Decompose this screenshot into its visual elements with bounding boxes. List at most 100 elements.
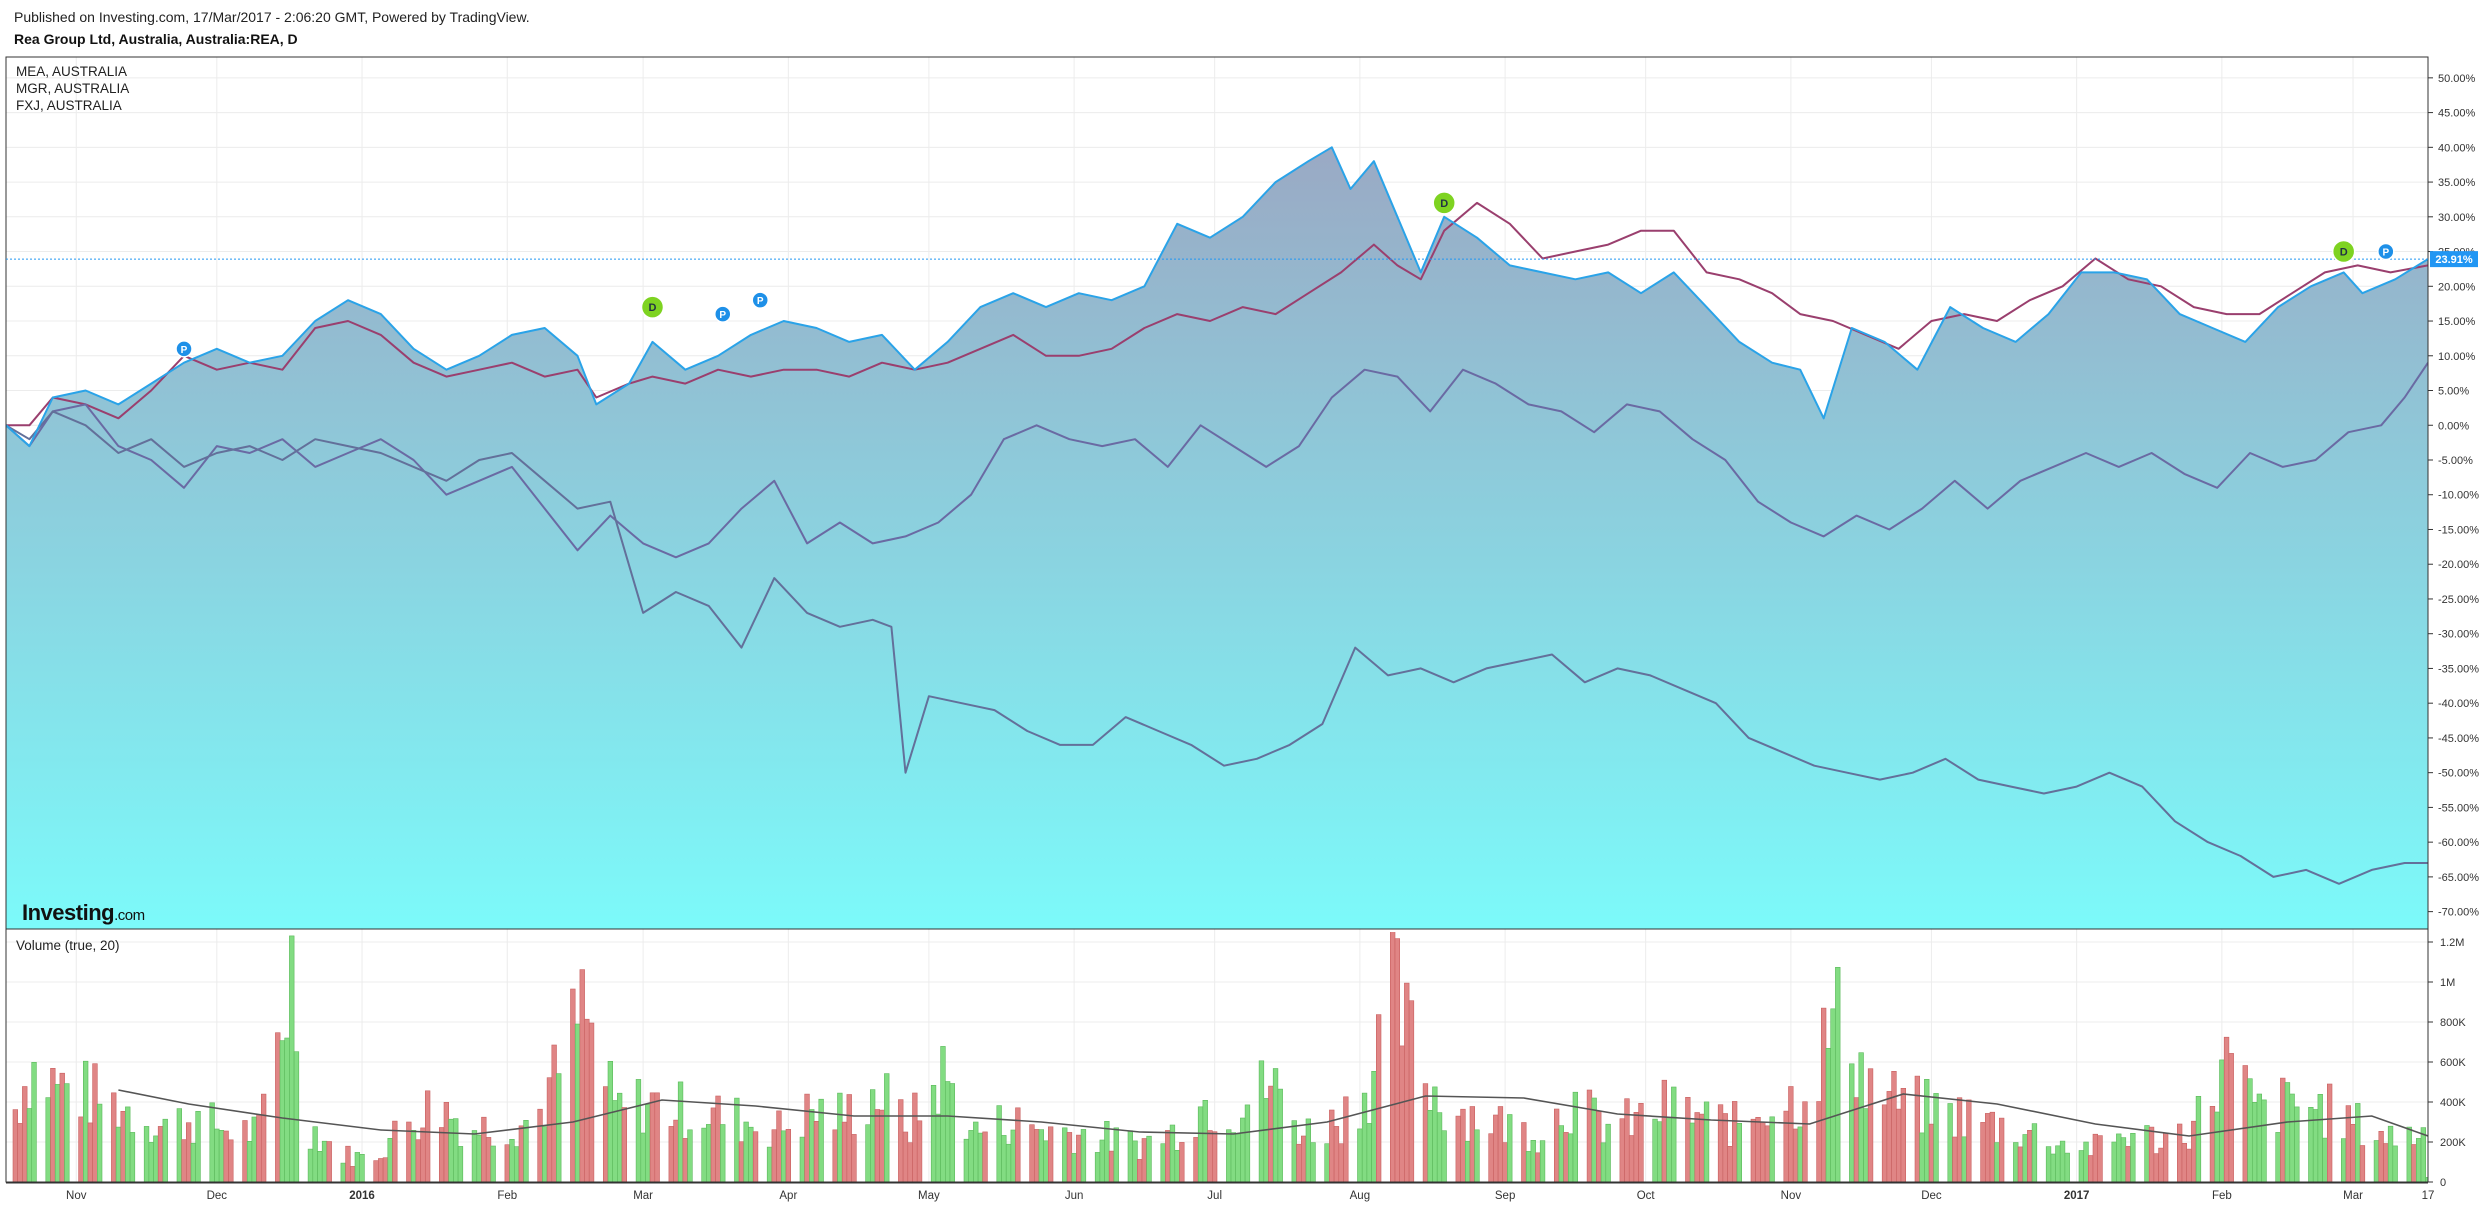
volume-bar xyxy=(157,1126,164,1182)
date-tick-label: Mar xyxy=(633,1190,653,1202)
volume-tick-label: 1.2M xyxy=(2440,937,2464,949)
volume-bar xyxy=(1835,966,1841,1182)
volume-bar xyxy=(1755,1117,1761,1182)
volume-bar xyxy=(1849,1063,1855,1182)
volume-bar xyxy=(153,1135,159,1182)
volume-bar xyxy=(616,1092,623,1182)
price-tick-label: 35.00% xyxy=(2438,177,2476,189)
volume-bar xyxy=(373,1160,379,1182)
volume-bar xyxy=(1160,1143,1166,1182)
volume-bar xyxy=(907,1142,913,1182)
volume-bar xyxy=(944,1081,951,1182)
volume-bar xyxy=(387,1138,393,1182)
price-tick-label: 10.00% xyxy=(2438,351,2476,363)
date-tick-label: Nov xyxy=(66,1190,87,1202)
volume-bar xyxy=(59,1072,65,1182)
series-area-rea xyxy=(6,147,2428,929)
price-tick-label: -45.00% xyxy=(2438,733,2479,745)
volume-bar xyxy=(2350,1124,2356,1182)
volume-bar xyxy=(1488,1133,1494,1182)
volume-bar xyxy=(209,1102,215,1182)
volume-bar xyxy=(349,1166,356,1182)
volume-bar xyxy=(2059,1140,2066,1182)
volume-bar xyxy=(513,1146,520,1182)
volume-bar xyxy=(930,1085,937,1182)
volume-bar xyxy=(1896,1108,1902,1182)
volume-bar xyxy=(1652,1118,1658,1182)
volume-bar xyxy=(1694,1112,1700,1182)
volume-bar xyxy=(326,1141,332,1182)
marker-label: P xyxy=(2383,248,2390,259)
volume-bar xyxy=(307,1148,314,1182)
volume-bar xyxy=(256,1114,262,1182)
price-tick-label: -10.00% xyxy=(2438,490,2479,502)
volume-bar xyxy=(1961,1136,1967,1182)
volume-bar xyxy=(1867,1068,1874,1182)
volume-bar xyxy=(92,1063,98,1182)
volume-bar xyxy=(1881,1104,1888,1182)
volume-bar xyxy=(2027,1130,2033,1182)
date-tick-label: Nov xyxy=(1781,1190,1802,1202)
axes: 50.00%45.00%40.00%35.00%30.00%25.00%20.0… xyxy=(5,56,2479,1202)
volume-bar xyxy=(2359,1145,2366,1182)
volume-bar xyxy=(410,1130,417,1182)
volume-bar xyxy=(1197,1106,1204,1182)
volume-bar xyxy=(1661,1079,1667,1182)
volume-bar xyxy=(1769,1116,1775,1182)
volume-bar xyxy=(1010,1129,1016,1182)
price-tick-label: -15.00% xyxy=(2438,524,2479,536)
volume-bar xyxy=(2209,1106,2216,1182)
volume-bar xyxy=(818,1098,824,1182)
volume-bar xyxy=(1244,1104,1251,1182)
date-tick-label: 2016 xyxy=(349,1190,375,1202)
volume-bar xyxy=(1338,1143,1344,1182)
volume-bar xyxy=(1399,1045,1405,1182)
volume-bar xyxy=(2275,1132,2281,1182)
volume-bar xyxy=(1465,1140,1471,1182)
volume-bar xyxy=(1015,1107,1021,1182)
date-tick-label: Jun xyxy=(1065,1190,1084,1202)
volume-bar xyxy=(2317,1094,2323,1182)
p-marker xyxy=(751,291,769,309)
volume-bar xyxy=(509,1139,515,1182)
volume-bar xyxy=(2177,1123,2183,1182)
volume-bar xyxy=(2055,1145,2061,1182)
volume-bar xyxy=(1685,1097,1691,1182)
volume-bar xyxy=(982,1131,988,1182)
volume-bar xyxy=(1900,1088,1906,1182)
volume-bar xyxy=(2284,1082,2291,1182)
volume-bar xyxy=(1324,1143,1330,1182)
volume-bar xyxy=(1928,1123,1935,1182)
volume-bar xyxy=(1586,1089,1593,1182)
volume-bar xyxy=(1043,1140,1049,1182)
volume-bar xyxy=(190,1142,196,1182)
price-panel xyxy=(6,146,2428,929)
volume-bar xyxy=(537,1108,543,1182)
volume-bar xyxy=(2392,1145,2398,1182)
volume-bar xyxy=(1539,1140,1546,1182)
price-tick-label: -40.00% xyxy=(2438,698,2479,710)
volume-bar xyxy=(284,1037,290,1182)
volume-bar xyxy=(2308,1107,2314,1182)
date-tick-label: Dec xyxy=(1921,1190,1942,1202)
volume-bar xyxy=(2261,1099,2267,1182)
volume-bar xyxy=(1408,1000,1415,1182)
volume-bar xyxy=(2092,1133,2098,1182)
volume-bar xyxy=(776,1110,782,1182)
date-tick-label: 2017 xyxy=(2064,1190,2090,1202)
volume-bar xyxy=(523,1120,529,1182)
volume-bar xyxy=(996,1105,1002,1182)
last-value-text: 23.91% xyxy=(2435,254,2473,266)
marker-label: P xyxy=(757,296,764,307)
volume-bar xyxy=(1792,1128,1799,1182)
volume-bar xyxy=(490,1145,496,1182)
price-tick-label: -50.00% xyxy=(2438,768,2479,780)
date-tick-label: Dec xyxy=(207,1190,228,1202)
volume-bar xyxy=(1802,1101,1808,1182)
volume-bar xyxy=(588,1022,595,1182)
volume-bar xyxy=(1952,1136,1958,1182)
investing-logo: Investing.com xyxy=(22,900,145,926)
volume-bar xyxy=(22,1086,28,1182)
volume-bar xyxy=(2097,1135,2103,1182)
volume-bar xyxy=(785,1129,791,1182)
